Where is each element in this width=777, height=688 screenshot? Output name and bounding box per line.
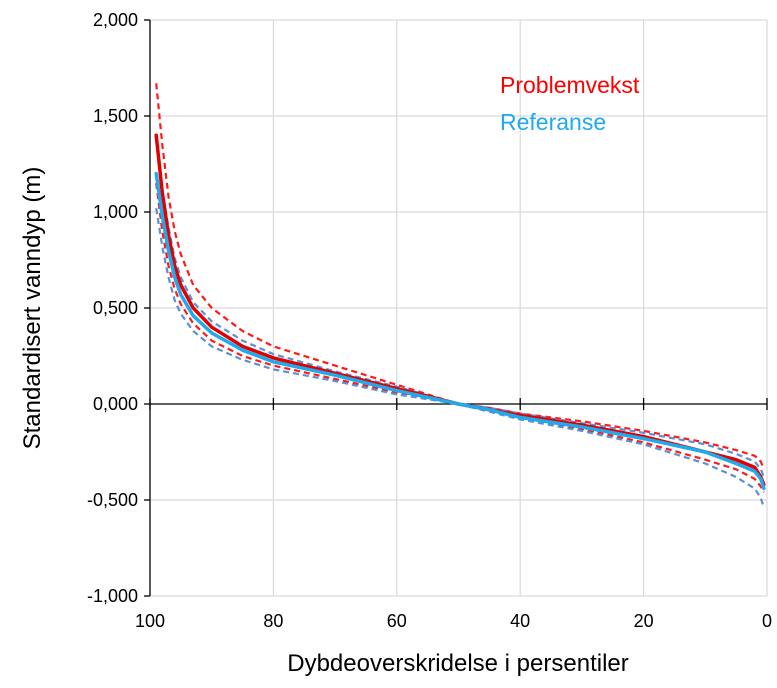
y-tick-label: 0,500 xyxy=(93,298,138,318)
x-tick-label: 60 xyxy=(387,611,407,631)
x-tick-label: 40 xyxy=(510,611,530,631)
series-line-dashed xyxy=(155,208,765,509)
horizontal-gridlines xyxy=(150,19,767,597)
y-tick-label: -1,000 xyxy=(87,586,138,606)
series-line-solid xyxy=(154,171,766,491)
legend-problemvekst: Problemvekst xyxy=(500,72,640,98)
x-tick-label: 100 xyxy=(135,611,165,631)
y-tick-label: 0,000 xyxy=(93,394,138,414)
series-line-dashed xyxy=(155,138,765,478)
x-tick-label: 80 xyxy=(263,611,283,631)
x-tick-label: 20 xyxy=(634,611,654,631)
y-tick-label: 1,000 xyxy=(93,202,138,222)
x-tick-label: 0 xyxy=(762,611,772,631)
y-tick-labels: -1,000 -0,500 0,000 0,500 1,000 1,500 2,000 xyxy=(87,10,138,606)
y-tick-label: -0,500 xyxy=(87,490,138,510)
series-line-dashed xyxy=(155,83,765,470)
y-tick-label: 2,000 xyxy=(93,10,138,30)
x-tick-labels: 100 80 60 40 20 0 xyxy=(135,611,772,631)
y-axis-title: Standardisert vanndyp (m) xyxy=(19,167,46,450)
legend-referanse: Referanse xyxy=(500,109,606,135)
x-axis-title: Dybdeoverskridelse i persentiler xyxy=(287,650,628,677)
y-tick-label: 1,500 xyxy=(93,106,138,126)
series-lines xyxy=(154,83,766,509)
